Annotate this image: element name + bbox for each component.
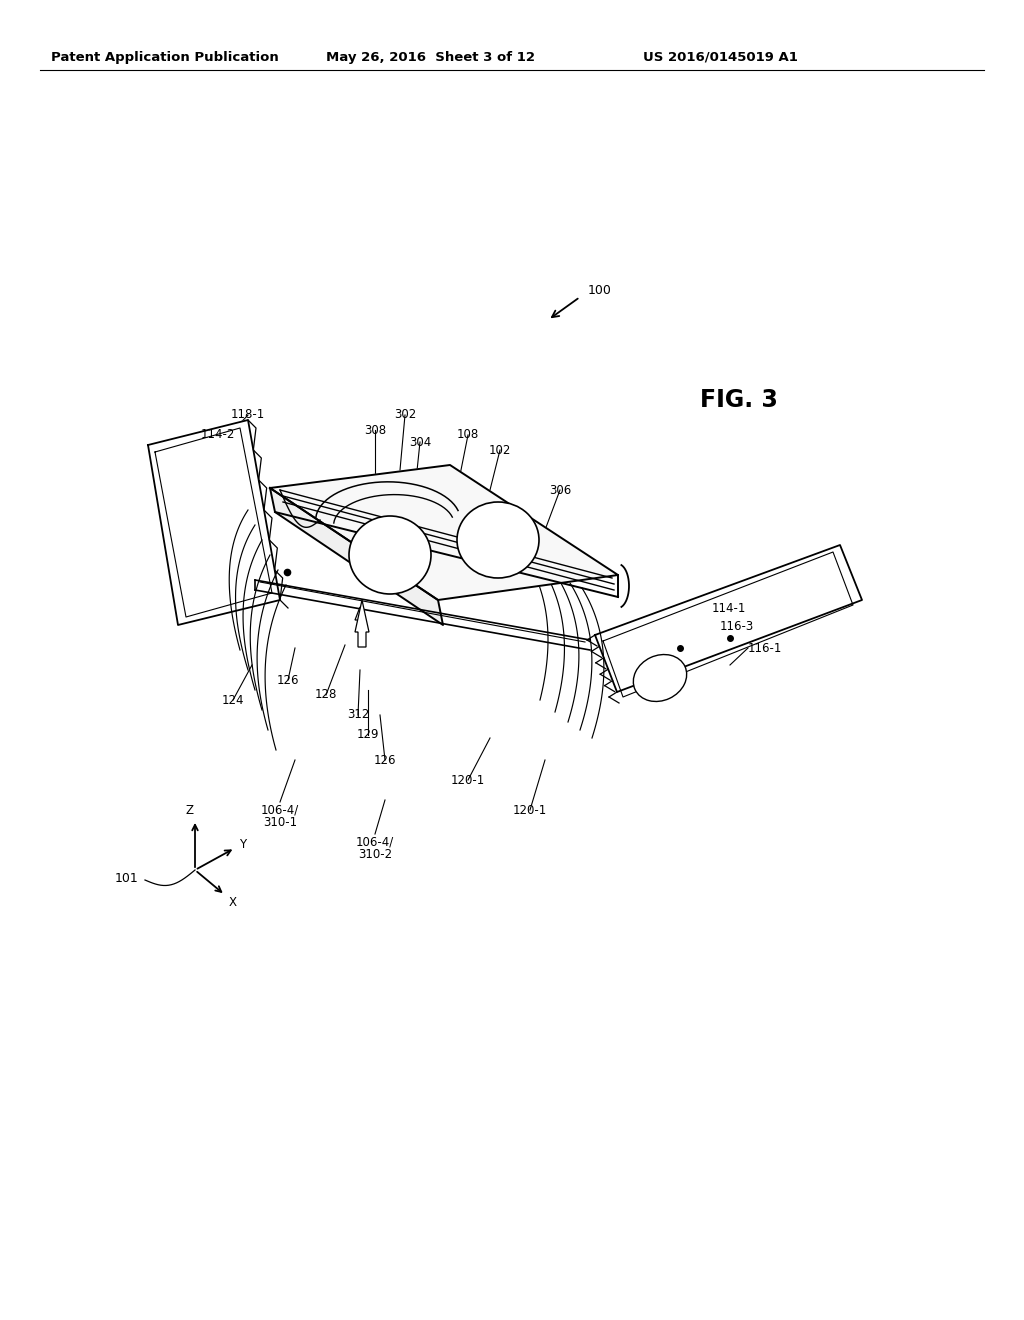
Text: 106-4/: 106-4/ xyxy=(356,836,394,849)
Text: May 26, 2016  Sheet 3 of 12: May 26, 2016 Sheet 3 of 12 xyxy=(326,50,535,63)
Text: 116-1: 116-1 xyxy=(748,642,782,655)
Polygon shape xyxy=(270,465,618,601)
Polygon shape xyxy=(148,420,280,624)
Polygon shape xyxy=(355,601,369,647)
Text: 128: 128 xyxy=(314,689,337,701)
Text: Patent Application Publication: Patent Application Publication xyxy=(51,50,279,63)
Text: 108: 108 xyxy=(457,429,479,441)
Text: 126: 126 xyxy=(374,754,396,767)
Text: US 2016/0145019 A1: US 2016/0145019 A1 xyxy=(643,50,798,63)
Text: 126: 126 xyxy=(276,673,299,686)
Ellipse shape xyxy=(349,516,431,594)
Text: 310-1: 310-1 xyxy=(263,817,297,829)
Text: 312: 312 xyxy=(347,709,370,722)
Text: 124: 124 xyxy=(222,693,245,706)
Text: 306: 306 xyxy=(549,483,571,496)
Text: 310-2: 310-2 xyxy=(358,849,392,862)
Text: 120-1: 120-1 xyxy=(451,774,485,787)
Text: FIG. 3: FIG. 3 xyxy=(700,388,778,412)
Ellipse shape xyxy=(457,502,539,578)
Polygon shape xyxy=(595,545,862,692)
Text: 114-1: 114-1 xyxy=(712,602,746,615)
Text: 304: 304 xyxy=(409,436,431,449)
Text: 101: 101 xyxy=(115,871,138,884)
Text: Z: Z xyxy=(186,804,194,817)
Polygon shape xyxy=(355,607,365,632)
Text: 116-3: 116-3 xyxy=(720,620,755,634)
Text: Y: Y xyxy=(240,838,247,851)
Text: 308: 308 xyxy=(364,424,386,437)
Text: 302: 302 xyxy=(394,408,416,421)
Text: 129: 129 xyxy=(356,729,379,742)
Text: 102: 102 xyxy=(488,444,511,457)
Text: 120-1: 120-1 xyxy=(513,804,547,817)
Ellipse shape xyxy=(633,655,687,701)
Text: 100: 100 xyxy=(588,284,612,297)
Text: 118-1: 118-1 xyxy=(230,408,265,421)
Text: 114-2: 114-2 xyxy=(201,429,236,441)
Text: 106-4/: 106-4/ xyxy=(261,804,299,817)
Polygon shape xyxy=(270,488,443,624)
Text: X: X xyxy=(229,895,237,908)
